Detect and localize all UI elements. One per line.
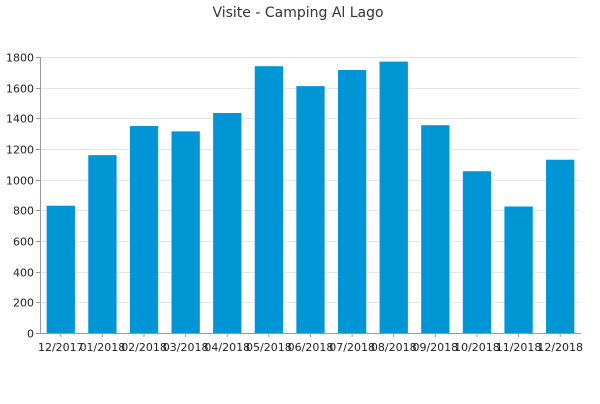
- y-tick-label: 1800: [6, 52, 34, 65]
- x-axis-tick-labels: 12/201701/201802/201803/201804/201805/20…: [38, 341, 583, 354]
- x-tick-label: 06/2018: [288, 341, 334, 354]
- y-tick-label: 200: [13, 297, 34, 310]
- bar: [421, 125, 450, 333]
- x-tick-label: 12/2017: [38, 341, 84, 354]
- x-tick-label: 08/2018: [371, 341, 417, 354]
- bar: [213, 112, 242, 333]
- x-tick-label: 09/2018: [412, 341, 458, 354]
- x-tick-label: 02/2018: [121, 341, 167, 354]
- bar: [462, 171, 492, 333]
- bar: [546, 159, 575, 333]
- bar: [504, 206, 533, 333]
- y-tick-label: 400: [13, 267, 34, 280]
- x-tick-label: 01/2018: [80, 341, 126, 354]
- x-tick-label: 03/2018: [163, 341, 209, 354]
- bar: [171, 131, 200, 333]
- y-tick-label: 1000: [6, 175, 34, 188]
- x-tick-label: 05/2018: [246, 341, 292, 354]
- y-axis-tick-labels: 0 200 400 600 800 1000 1200 1400 1600 1800: [6, 52, 34, 341]
- x-tick-label: 04/2018: [204, 341, 250, 354]
- bars: [46, 61, 575, 333]
- x-tick-label: 12/2018: [537, 341, 583, 354]
- bar: [337, 70, 367, 333]
- y-tick-label: 1400: [6, 113, 34, 126]
- axes: [36, 57, 581, 337]
- bar: [46, 205, 75, 333]
- y-tick-label: 1200: [6, 144, 34, 157]
- bar: [379, 61, 408, 333]
- x-tick-label: 11/2018: [496, 341, 542, 354]
- bar: [296, 86, 325, 333]
- y-tick-label: 600: [13, 236, 34, 249]
- y-tick-label: 1600: [6, 83, 34, 96]
- x-tick-label: 07/2018: [329, 341, 375, 354]
- bar: [254, 66, 284, 333]
- chart-title: Visite - Camping Al Lago: [212, 5, 383, 21]
- y-tick-label: 0: [27, 328, 34, 341]
- bar: [129, 126, 159, 333]
- x-tick-label: 10/2018: [454, 341, 500, 354]
- bar: [88, 155, 117, 333]
- y-tick-label: 800: [13, 205, 34, 218]
